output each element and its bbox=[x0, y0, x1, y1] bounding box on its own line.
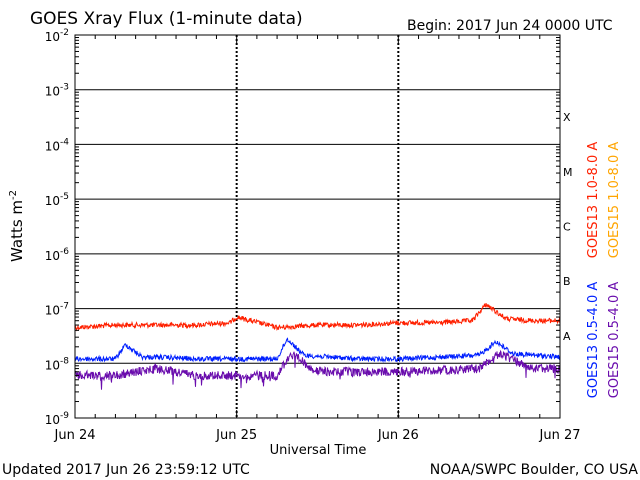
y-tick-exp: -9 bbox=[60, 411, 69, 421]
chart-title: GOES Xray Flux (1-minute data) bbox=[30, 9, 303, 29]
series-line bbox=[74, 337, 561, 363]
y-tick-base: 10 bbox=[45, 30, 60, 44]
y-tick-label: 10-7 bbox=[45, 302, 69, 318]
y-tick-base: 10 bbox=[45, 194, 60, 208]
x-axis-labels: Jun 24 Jun 25 Jun 26 Jun 27 bbox=[54, 428, 581, 443]
y-tick-exp: -6 bbox=[60, 247, 69, 257]
y-tick-exp: -4 bbox=[60, 137, 69, 147]
x-tick-label: Jun 25 bbox=[215, 428, 257, 443]
y-tick-base: 10 bbox=[45, 139, 60, 153]
legend-entry: GOES13 0.5-4.0 A bbox=[586, 282, 601, 399]
x-tick-label: Jun 27 bbox=[539, 428, 581, 443]
source-label: NOAA/SWPC Boulder, CO USA bbox=[430, 462, 639, 478]
updated-label: Updated 2017 Jun 26 23:59:12 UTC bbox=[2, 462, 250, 478]
series-line bbox=[74, 349, 561, 390]
y-tick-base: 10 bbox=[45, 249, 60, 263]
flare-class-label: A bbox=[563, 330, 571, 343]
y-tick-label: 10-6 bbox=[45, 247, 70, 263]
y-tick-label: 10-3 bbox=[45, 83, 69, 99]
y-tick-label: 10-8 bbox=[45, 356, 70, 372]
flare-class-label: X bbox=[563, 111, 571, 124]
plot-frame bbox=[74, 34, 561, 419]
x-tick-label: Jun 26 bbox=[377, 428, 419, 443]
y-tick-base: 10 bbox=[45, 85, 60, 99]
y-tick-exp: -2 bbox=[60, 28, 69, 38]
y-axis-title-text: Watts m bbox=[8, 200, 26, 262]
flare-class-label: B bbox=[563, 275, 571, 288]
y-tick-exp: -7 bbox=[60, 302, 69, 312]
y-tick-exp: -8 bbox=[60, 356, 69, 366]
legend-entry: GOES15 0.5-4.0 A bbox=[607, 282, 622, 399]
y-tick-exp: -5 bbox=[60, 192, 69, 202]
legend-entry: GOES15 1.0-8.0 A bbox=[607, 142, 622, 259]
y-tick-label: 10-9 bbox=[45, 411, 70, 427]
legend: GOES13 1.0-8.0 A GOES15 1.0-8.0 A GOES13 0… bbox=[586, 142, 622, 399]
y-axis-labels: 10-210-310-410-510-610-710-810-9 bbox=[45, 28, 70, 427]
y-axis-title-exp: -2 bbox=[8, 190, 19, 200]
y-tick-exp: -3 bbox=[60, 83, 69, 93]
flare-class-label: C bbox=[563, 221, 571, 234]
y-tick-base: 10 bbox=[45, 358, 60, 372]
y-tick-label: 10-2 bbox=[45, 28, 69, 44]
y-tick-label: 10-4 bbox=[45, 137, 70, 153]
series-line bbox=[74, 302, 561, 332]
y-tick-base: 10 bbox=[45, 304, 60, 318]
flare-class-labels: X M C B A bbox=[563, 111, 573, 343]
y-axis-title: Watts m-2 bbox=[8, 190, 26, 262]
x-tick-label: Jun 24 bbox=[54, 428, 96, 443]
begin-label: Begin: 2017 Jun 24 0000 UTC bbox=[407, 18, 613, 34]
grid-lines bbox=[75, 35, 560, 418]
series-group bbox=[74, 302, 561, 390]
flare-class-label: M bbox=[563, 166, 573, 179]
x-axis-title: Universal Time bbox=[270, 443, 367, 458]
y-tick-base: 10 bbox=[45, 413, 60, 427]
y-tick-label: 10-5 bbox=[45, 192, 69, 208]
legend-entry: GOES13 1.0-8.0 A bbox=[586, 142, 601, 259]
